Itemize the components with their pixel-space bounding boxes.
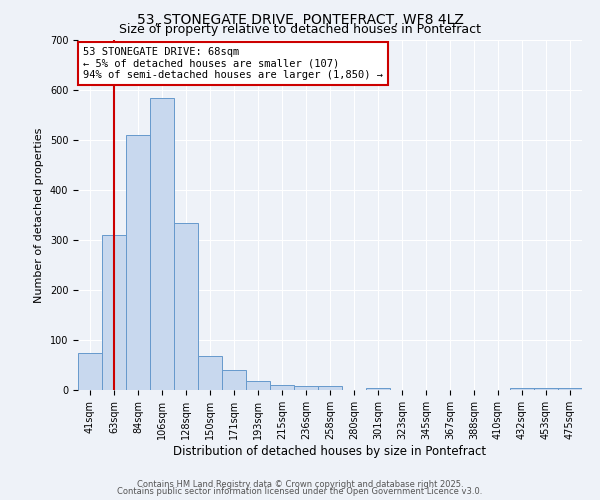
Bar (366, 388, 390, 390)
Bar (150, 98, 174, 390)
Text: 53, STONEGATE DRIVE, PONTEFRACT, WF8 4LZ: 53, STONEGATE DRIVE, PONTEFRACT, WF8 4LZ (137, 12, 463, 26)
Bar (534, 388, 558, 390)
Text: Contains HM Land Registry data © Crown copyright and database right 2025.: Contains HM Land Registry data © Crown c… (137, 480, 463, 489)
Text: Contains public sector information licensed under the Open Government Licence v3: Contains public sector information licen… (118, 487, 482, 496)
X-axis label: Distribution of detached houses by size in Pontefract: Distribution of detached houses by size … (173, 444, 487, 458)
Y-axis label: Number of detached properties: Number of detached properties (34, 128, 44, 302)
Bar (246, 381, 270, 390)
Bar (294, 386, 318, 390)
Text: Size of property relative to detached houses in Pontefract: Size of property relative to detached ho… (119, 22, 481, 36)
Bar (78, 352, 102, 390)
Bar (510, 388, 534, 390)
Bar (222, 370, 246, 390)
Bar (102, 235, 126, 390)
Bar (126, 135, 150, 390)
Bar (318, 386, 342, 390)
Bar (270, 385, 294, 390)
Bar (558, 388, 582, 390)
Bar (174, 222, 198, 390)
Bar (198, 356, 222, 390)
Text: 53 STONEGATE DRIVE: 68sqm
← 5% of detached houses are smaller (107)
94% of semi-: 53 STONEGATE DRIVE: 68sqm ← 5% of detach… (83, 47, 383, 80)
